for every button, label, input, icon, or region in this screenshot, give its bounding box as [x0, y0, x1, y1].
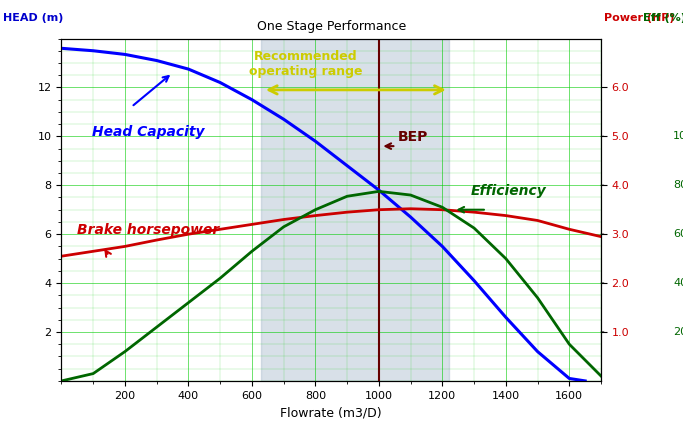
- Text: Head Capacity: Head Capacity: [92, 125, 204, 140]
- Text: 60: 60: [673, 229, 683, 239]
- Text: Efficiency: Efficiency: [471, 184, 546, 198]
- Text: BEP: BEP: [398, 130, 428, 144]
- Text: Power (HP): Power (HP): [604, 13, 675, 23]
- Title: One Stage Performance: One Stage Performance: [257, 20, 406, 33]
- Text: Brake horsepower: Brake horsepower: [77, 223, 220, 237]
- Bar: [262, 39, 449, 381]
- Text: HEAD (m): HEAD (m): [3, 13, 64, 23]
- Text: 20: 20: [673, 327, 683, 337]
- Text: 80: 80: [673, 180, 683, 190]
- X-axis label: Flowrate (m3/D): Flowrate (m3/D): [281, 406, 382, 419]
- Text: Recommended
operating range: Recommended operating range: [249, 50, 363, 77]
- Text: 100: 100: [673, 131, 683, 141]
- Text: 40: 40: [673, 278, 683, 288]
- Text: Eff (%): Eff (%): [643, 13, 683, 23]
